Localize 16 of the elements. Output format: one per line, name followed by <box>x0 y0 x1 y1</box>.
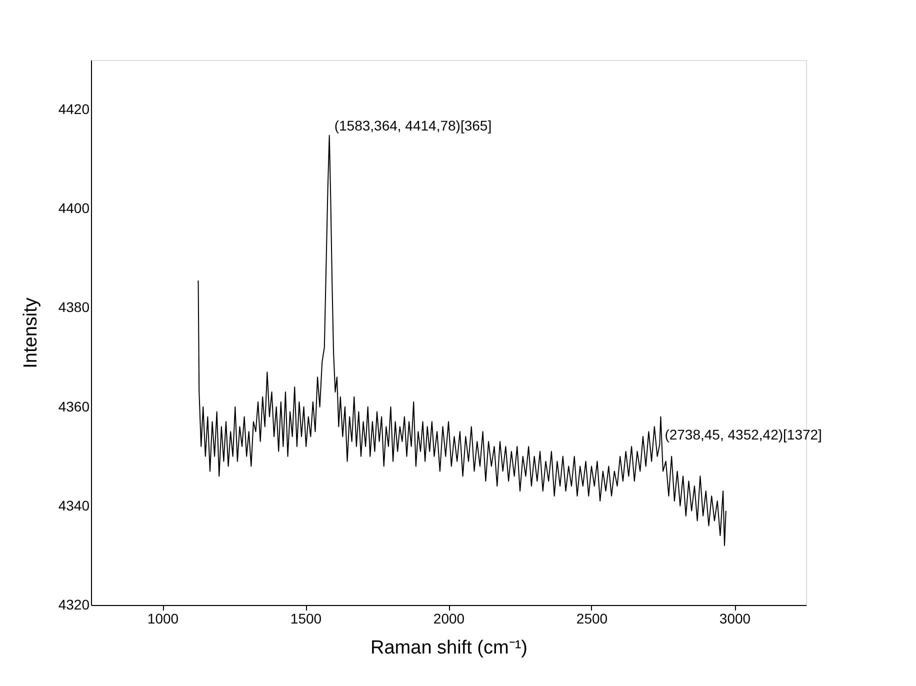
y-tick-label: 4360 <box>58 398 90 414</box>
x-tick-label: 1500 <box>290 610 322 626</box>
x-axis-title: Raman shift (cm⁻¹) <box>370 638 528 658</box>
x-tick-label: 3000 <box>719 610 751 626</box>
y-tick-label: 4340 <box>58 497 90 514</box>
y-tick-label: 4400 <box>58 200 90 216</box>
y-tick-label: 4380 <box>58 299 90 316</box>
y-tick-label: 4420 <box>58 101 90 118</box>
annotation: (1583,364, 4414,78)[365] <box>334 117 492 134</box>
x-tick-label: 1000 <box>147 610 179 626</box>
y-axis-title: Intensity <box>20 297 42 368</box>
annotation: (2738,45, 4352,42)[1372] <box>664 426 822 442</box>
line-series <box>198 134 726 546</box>
y-tick-label: 4320 <box>58 596 90 612</box>
x-tick-label: 2000 <box>433 610 465 626</box>
x-tick-label: 2500 <box>576 610 608 626</box>
